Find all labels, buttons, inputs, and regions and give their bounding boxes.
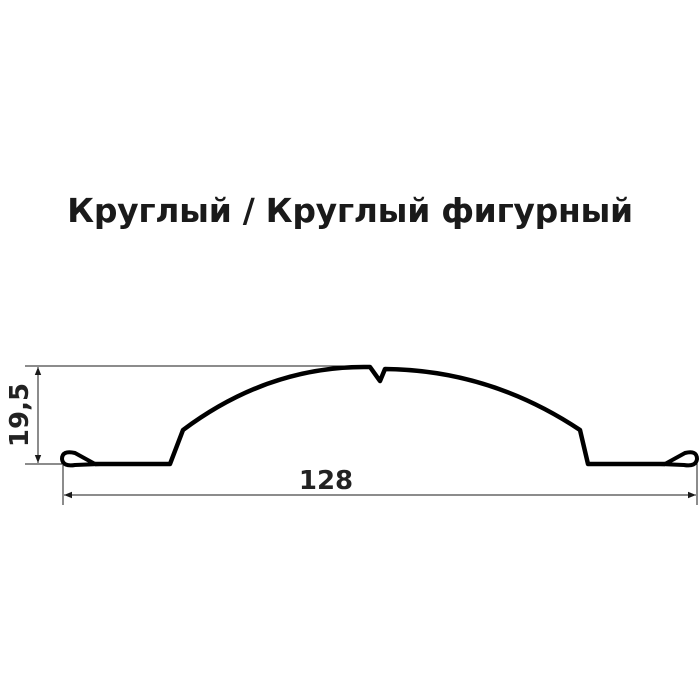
height-dimension-label: 19,5 [5, 383, 35, 447]
width-dimension-label: 128 [299, 466, 353, 496]
diagram-title: Круглый / Круглый фигурный [67, 191, 633, 230]
right-hem-loop [659, 450, 699, 468]
profile-outline [95, 364, 665, 467]
left-hem-loop [60, 450, 101, 468]
